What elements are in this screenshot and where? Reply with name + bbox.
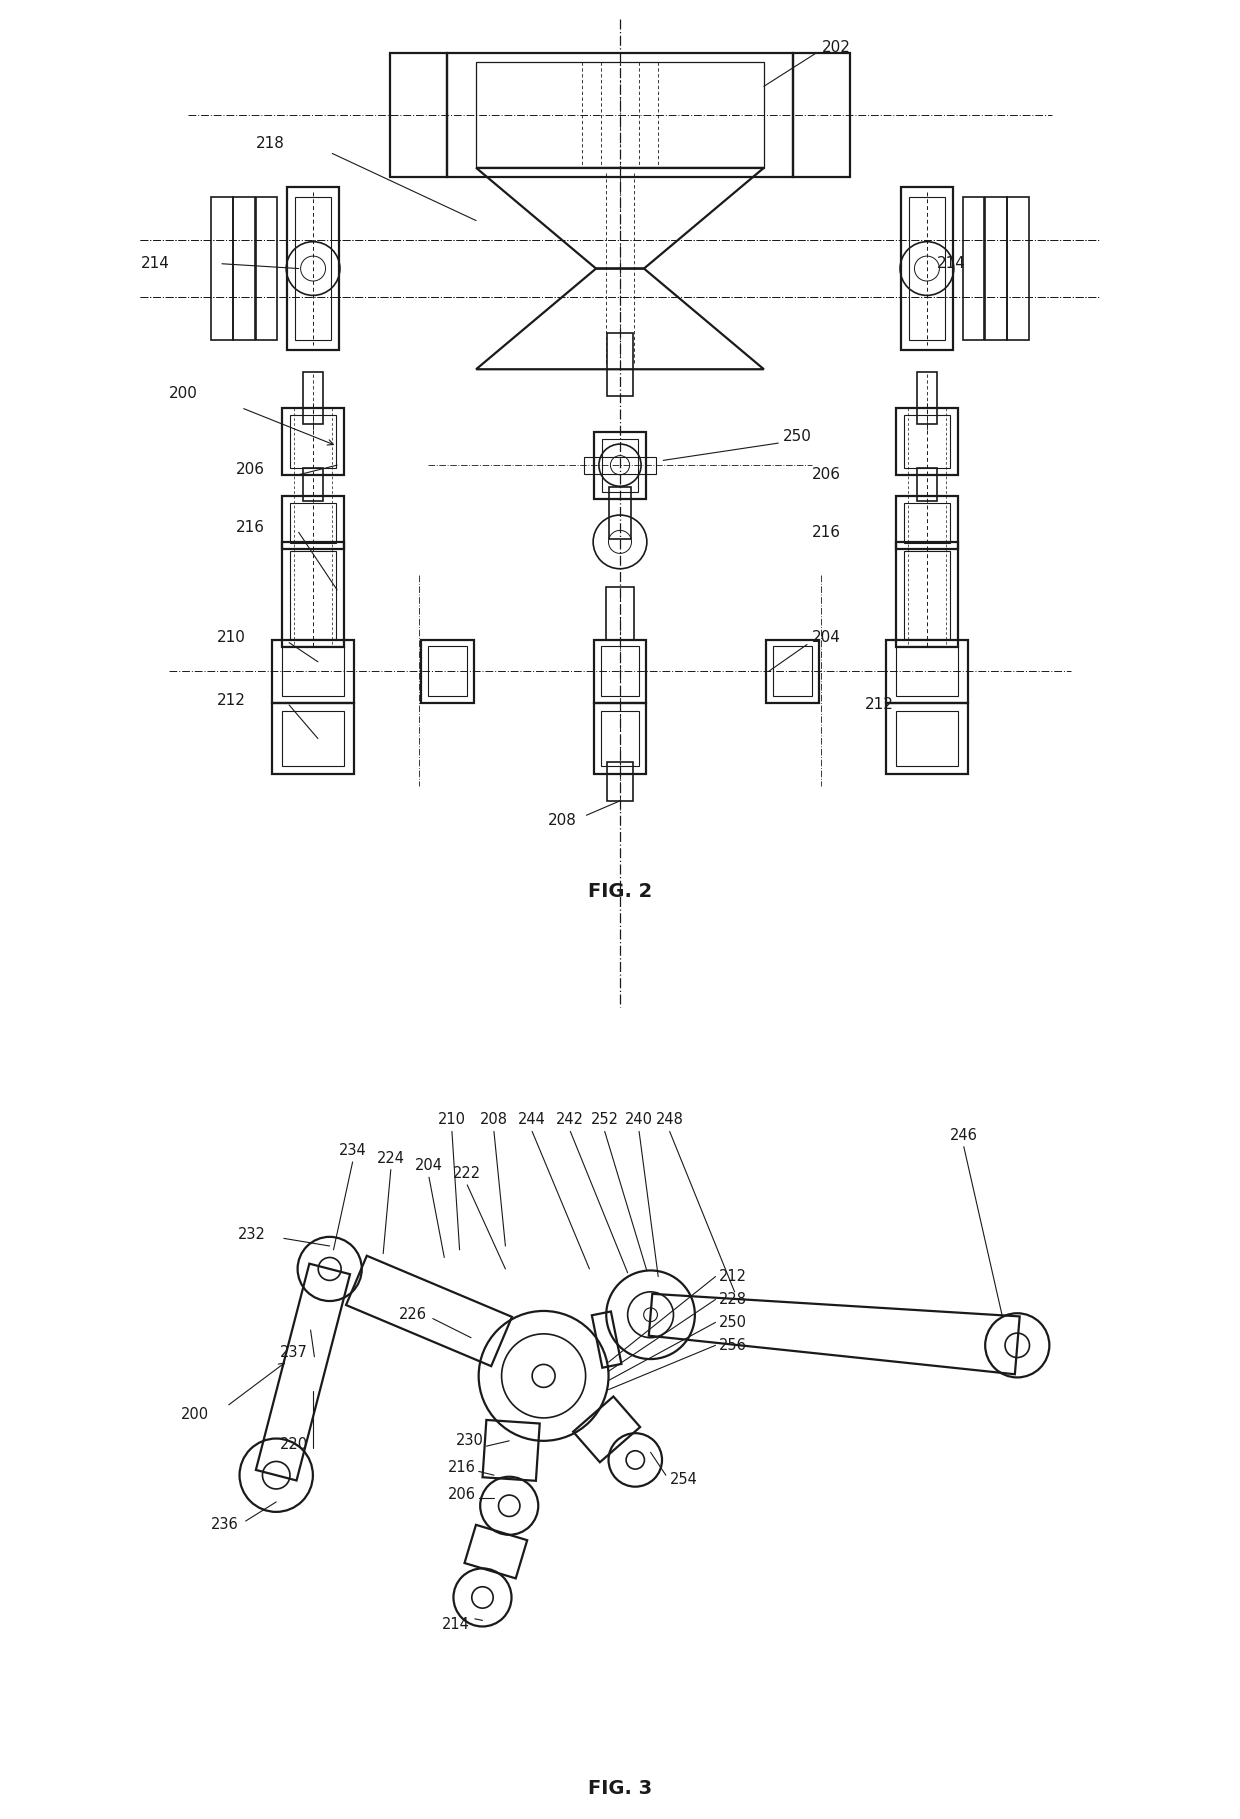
Text: 242: 242 xyxy=(557,1113,584,1128)
Text: 204: 204 xyxy=(415,1159,443,1173)
Text: 218: 218 xyxy=(255,136,284,151)
Text: 216: 216 xyxy=(237,520,265,535)
Bar xyxy=(594,431,646,498)
Text: 244: 244 xyxy=(518,1113,546,1128)
Bar xyxy=(918,467,936,500)
Bar xyxy=(281,646,345,697)
Bar xyxy=(584,457,656,473)
Bar xyxy=(904,415,950,467)
Bar xyxy=(290,415,336,467)
Bar xyxy=(281,407,345,475)
Bar xyxy=(963,196,985,340)
Text: 250: 250 xyxy=(782,429,812,444)
Bar xyxy=(792,53,851,178)
Bar xyxy=(273,640,353,702)
Text: FIG. 3: FIG. 3 xyxy=(588,1779,652,1797)
Bar xyxy=(211,196,233,340)
Bar xyxy=(1007,196,1029,340)
Bar xyxy=(304,371,322,424)
Bar xyxy=(900,187,954,349)
Bar xyxy=(895,542,959,648)
Bar xyxy=(986,196,1007,340)
Bar xyxy=(448,53,792,178)
Text: 214: 214 xyxy=(441,1617,470,1632)
Bar xyxy=(895,407,959,475)
Bar xyxy=(594,640,646,702)
Bar xyxy=(594,702,646,775)
Bar xyxy=(273,702,353,775)
Text: 206: 206 xyxy=(448,1486,476,1502)
Text: 240: 240 xyxy=(625,1113,653,1128)
Bar xyxy=(281,711,345,766)
Bar xyxy=(887,640,967,702)
Text: 216: 216 xyxy=(448,1461,476,1475)
Bar xyxy=(904,551,950,638)
Bar xyxy=(895,646,959,697)
Text: 210: 210 xyxy=(217,631,246,646)
Text: 230: 230 xyxy=(456,1433,484,1448)
Text: 224: 224 xyxy=(377,1151,404,1166)
Bar xyxy=(909,196,945,340)
Bar xyxy=(422,640,474,702)
Text: 212: 212 xyxy=(864,697,894,713)
Bar xyxy=(605,588,635,640)
Text: 216: 216 xyxy=(812,526,841,540)
Bar xyxy=(606,762,634,800)
Bar xyxy=(766,640,818,702)
Bar xyxy=(295,196,331,340)
Text: 226: 226 xyxy=(398,1308,427,1322)
Text: 212: 212 xyxy=(719,1270,748,1284)
Bar xyxy=(895,497,959,549)
Bar xyxy=(233,196,254,340)
Text: 246: 246 xyxy=(950,1128,977,1142)
Text: 208: 208 xyxy=(548,813,577,828)
Text: 206: 206 xyxy=(237,462,265,477)
Bar xyxy=(601,711,639,766)
Bar xyxy=(601,438,639,491)
Text: 234: 234 xyxy=(339,1142,367,1159)
Text: 222: 222 xyxy=(453,1166,481,1181)
Bar xyxy=(389,53,448,178)
Bar xyxy=(609,487,631,540)
Bar xyxy=(255,196,277,340)
Text: 256: 256 xyxy=(719,1337,748,1353)
Bar xyxy=(895,711,959,766)
Bar xyxy=(304,467,322,500)
Text: 204: 204 xyxy=(812,631,841,646)
Text: 252: 252 xyxy=(590,1113,619,1128)
Text: 206: 206 xyxy=(812,467,841,482)
Text: 220: 220 xyxy=(280,1437,309,1452)
Text: 212: 212 xyxy=(217,693,246,708)
Text: 228: 228 xyxy=(719,1291,748,1308)
Text: 210: 210 xyxy=(438,1113,466,1128)
Text: 237: 237 xyxy=(280,1346,308,1361)
Text: 254: 254 xyxy=(670,1472,698,1486)
Bar xyxy=(774,646,812,697)
Text: 236: 236 xyxy=(211,1517,239,1532)
Text: 232: 232 xyxy=(238,1228,265,1242)
Bar xyxy=(281,542,345,648)
Bar xyxy=(286,187,340,349)
Text: 214: 214 xyxy=(140,256,170,271)
Bar xyxy=(904,502,950,542)
Bar xyxy=(428,646,466,697)
Text: 214: 214 xyxy=(936,256,966,271)
Bar xyxy=(281,497,345,549)
Bar xyxy=(290,502,336,542)
Text: 202: 202 xyxy=(821,40,851,55)
Text: FIG. 2: FIG. 2 xyxy=(588,882,652,902)
Text: 200: 200 xyxy=(181,1406,208,1422)
Text: 200: 200 xyxy=(169,386,198,400)
Text: 248: 248 xyxy=(656,1113,683,1128)
Bar xyxy=(918,371,936,424)
Text: 208: 208 xyxy=(480,1113,508,1128)
Bar xyxy=(476,62,764,167)
Text: 250: 250 xyxy=(719,1315,748,1330)
Bar xyxy=(606,333,634,395)
Bar xyxy=(290,551,336,638)
Bar xyxy=(601,646,639,697)
Bar xyxy=(887,702,967,775)
